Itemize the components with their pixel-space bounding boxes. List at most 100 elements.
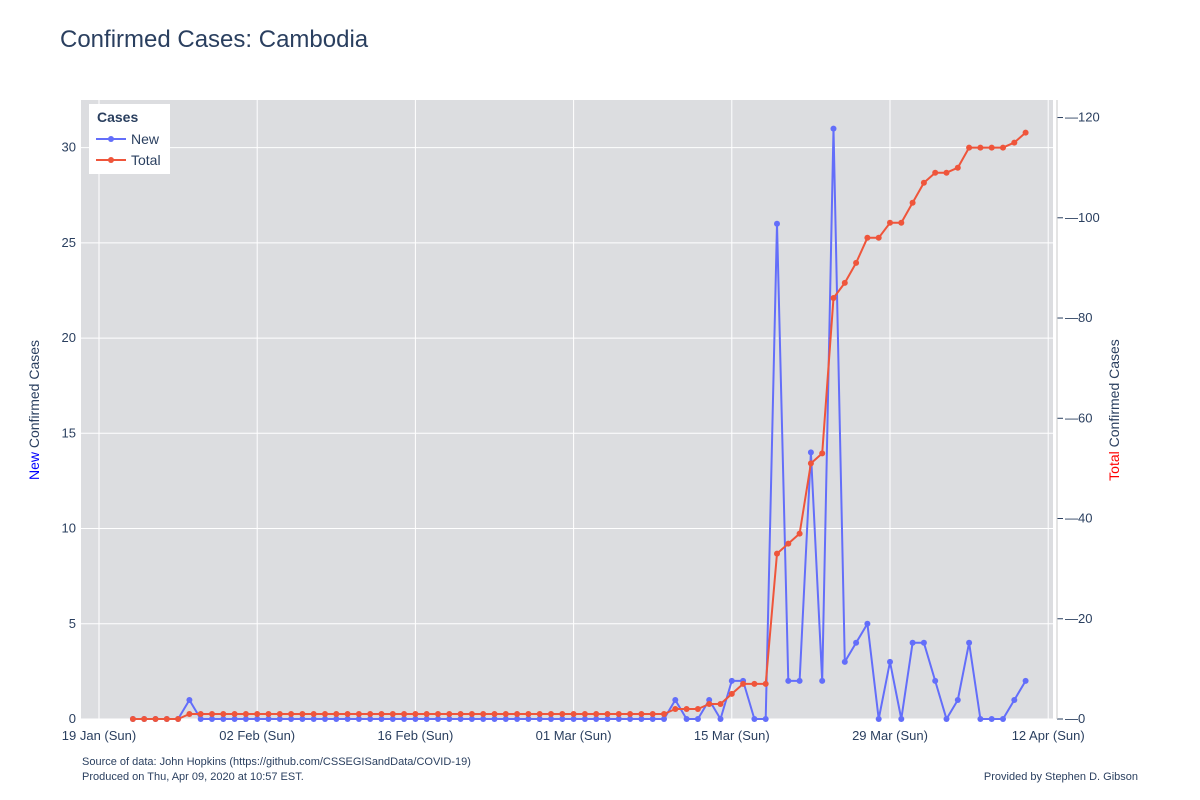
data-point[interactable] bbox=[310, 716, 317, 722]
data-point[interactable] bbox=[559, 711, 566, 717]
data-point[interactable] bbox=[355, 711, 362, 717]
data-point[interactable] bbox=[638, 711, 645, 717]
legend-item-total[interactable]: Total bbox=[96, 152, 161, 168]
data-point[interactable] bbox=[875, 234, 882, 241]
data-point[interactable] bbox=[954, 164, 961, 171]
data-point[interactable] bbox=[1000, 144, 1006, 151]
data-point[interactable] bbox=[468, 711, 475, 717]
data-point[interactable] bbox=[604, 711, 611, 717]
data-point[interactable] bbox=[242, 711, 249, 717]
data-point[interactable] bbox=[299, 711, 306, 717]
data-point[interactable] bbox=[288, 711, 295, 717]
data-point[interactable] bbox=[514, 716, 521, 722]
data-point[interactable] bbox=[480, 716, 487, 722]
data-point[interactable] bbox=[457, 711, 464, 717]
data-point[interactable] bbox=[231, 711, 238, 717]
data-point[interactable] bbox=[412, 716, 419, 722]
data-point[interactable] bbox=[525, 711, 532, 717]
data-point[interactable] bbox=[446, 716, 453, 722]
data-point[interactable] bbox=[604, 716, 611, 722]
data-point[interactable] bbox=[672, 697, 679, 703]
data-point[interactable] bbox=[943, 169, 950, 176]
data-point[interactable] bbox=[548, 711, 554, 717]
data-point[interactable] bbox=[220, 711, 227, 717]
data-point[interactable] bbox=[615, 716, 622, 722]
data-point[interactable] bbox=[728, 690, 735, 697]
data-point[interactable] bbox=[446, 711, 453, 717]
data-point[interactable] bbox=[367, 716, 374, 722]
data-point[interactable] bbox=[954, 697, 961, 703]
data-point[interactable] bbox=[175, 716, 182, 722]
data-point[interactable] bbox=[423, 716, 430, 722]
data-point[interactable] bbox=[502, 716, 509, 722]
data-point[interactable] bbox=[932, 677, 939, 684]
data-point[interactable] bbox=[751, 716, 758, 722]
data-point[interactable] bbox=[502, 711, 509, 717]
data-point[interactable] bbox=[480, 711, 487, 717]
data-point[interactable] bbox=[615, 711, 622, 717]
data-point[interactable] bbox=[887, 219, 893, 226]
legend-item-new[interactable]: New bbox=[96, 131, 160, 147]
data-point[interactable] bbox=[197, 716, 204, 722]
data-point[interactable] bbox=[785, 540, 792, 547]
data-point[interactable] bbox=[1000, 716, 1006, 722]
data-point[interactable] bbox=[920, 179, 927, 186]
data-point[interactable] bbox=[559, 716, 566, 722]
data-point[interactable] bbox=[344, 711, 351, 717]
data-point[interactable] bbox=[378, 711, 385, 717]
data-point[interactable] bbox=[661, 711, 667, 717]
data-point[interactable] bbox=[1011, 139, 1018, 146]
data-point[interactable] bbox=[932, 169, 939, 176]
data-point[interactable] bbox=[762, 680, 769, 687]
data-point[interactable] bbox=[717, 701, 724, 707]
data-point[interactable] bbox=[265, 711, 272, 717]
data-point[interactable] bbox=[344, 716, 351, 722]
data-point[interactable] bbox=[672, 706, 679, 712]
data-point[interactable] bbox=[909, 639, 916, 646]
data-point[interactable] bbox=[649, 711, 656, 717]
data-point[interactable] bbox=[898, 219, 905, 226]
data-point[interactable] bbox=[1011, 697, 1018, 703]
data-point[interactable] bbox=[186, 697, 193, 703]
data-point[interactable] bbox=[717, 716, 724, 722]
data-point[interactable] bbox=[627, 716, 634, 722]
legend[interactable]: Cases New Total bbox=[89, 104, 170, 174]
data-point[interactable] bbox=[435, 716, 441, 722]
data-point[interactable] bbox=[231, 716, 238, 722]
data-point[interactable] bbox=[1022, 129, 1029, 136]
data-point[interactable] bbox=[830, 295, 837, 301]
data-point[interactable] bbox=[378, 716, 385, 722]
data-point[interactable] bbox=[830, 125, 837, 132]
data-point[interactable] bbox=[966, 639, 973, 646]
data-point[interactable] bbox=[774, 220, 780, 227]
data-point[interactable] bbox=[1022, 677, 1029, 684]
data-point[interactable] bbox=[209, 716, 215, 722]
data-point[interactable] bbox=[570, 711, 577, 717]
data-point[interactable] bbox=[774, 550, 780, 557]
data-point[interactable] bbox=[920, 639, 927, 646]
data-point[interactable] bbox=[141, 716, 148, 722]
data-point[interactable] bbox=[796, 677, 803, 684]
data-point[interactable] bbox=[254, 711, 261, 717]
data-point[interactable] bbox=[310, 711, 317, 717]
data-point[interactable] bbox=[197, 711, 204, 717]
data-point[interactable] bbox=[909, 199, 916, 206]
data-point[interactable] bbox=[887, 658, 893, 665]
data-point[interactable] bbox=[333, 716, 340, 722]
data-point[interactable] bbox=[819, 677, 826, 684]
data-point[interactable] bbox=[355, 716, 362, 722]
data-point[interactable] bbox=[751, 680, 758, 687]
data-point[interactable] bbox=[864, 620, 871, 627]
data-point[interactable] bbox=[163, 716, 170, 722]
data-point[interactable] bbox=[457, 716, 464, 722]
data-point[interactable] bbox=[661, 716, 667, 722]
data-point[interactable] bbox=[548, 716, 554, 722]
data-point[interactable] bbox=[694, 716, 701, 722]
data-point[interactable] bbox=[288, 716, 295, 722]
data-point[interactable] bbox=[943, 716, 950, 722]
data-point[interactable] bbox=[638, 716, 645, 722]
data-point[interactable] bbox=[819, 450, 826, 457]
data-point[interactable] bbox=[389, 716, 396, 722]
data-point[interactable] bbox=[265, 716, 272, 722]
data-point[interactable] bbox=[796, 530, 803, 537]
